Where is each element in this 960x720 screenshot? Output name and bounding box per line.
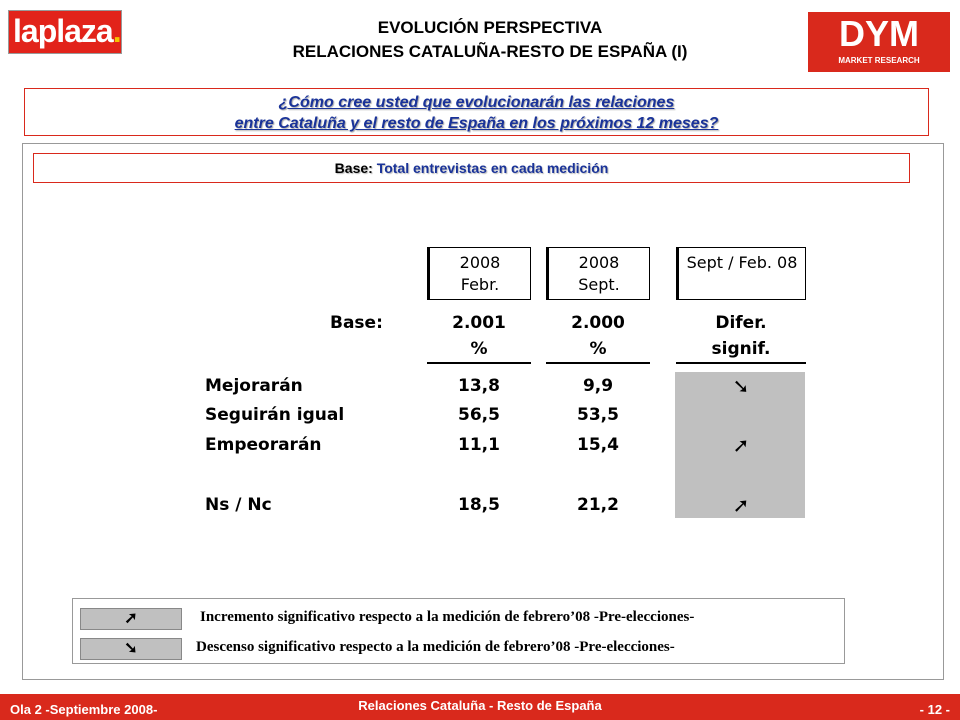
logo-left: laplaza. (8, 10, 122, 54)
question-line: entre Cataluña y el resto de España en l… (234, 115, 719, 132)
row-label: Mejorarán (205, 376, 303, 396)
base-label: Base: (334, 160, 373, 176)
logo-text: plaza (37, 13, 114, 49)
column-header: 2008 Febr. (427, 247, 531, 300)
footer: Ola 2 -Septiembre 2008- Relaciones Catal… (0, 694, 960, 720)
content-box (22, 143, 944, 680)
cell: 18,5 (458, 495, 500, 515)
cell: 13,8 (458, 376, 500, 396)
cell: Difer. (715, 313, 767, 333)
column-header-text: 2008 (578, 253, 620, 272)
cell: % (427, 339, 531, 364)
footer-center: Relaciones Cataluña - Resto de España (358, 698, 602, 713)
footer-right: - 12 - (919, 702, 950, 717)
signif-arrow: ➚ (732, 433, 750, 457)
row-label: Seguirán igual (205, 405, 345, 425)
logo-right: DYM MARKET RESEARCH (808, 12, 950, 72)
column-header-text: 2008 (459, 253, 501, 272)
row-label: Base: (330, 313, 383, 333)
footer-left: Ola 2 -Septiembre 2008- (10, 702, 158, 717)
signif-arrow: ➚ (732, 493, 750, 517)
legend-box (72, 598, 845, 664)
row-label: Empeorarán (205, 435, 322, 455)
cell: signif. (676, 339, 806, 364)
column-header-text: Febr. (460, 275, 500, 294)
cell: 56,5 (458, 405, 500, 425)
column-header: 2008 Sept. (546, 247, 650, 300)
cell: 21,2 (577, 495, 619, 515)
cell: 2.001 (452, 313, 506, 333)
signif-arrow: ➘ (732, 374, 750, 398)
logo-dot: . (112, 13, 122, 49)
base-text: Total entrevistas en cada medición (376, 160, 609, 176)
column-header-text: Sept / Feb. 08 (686, 253, 798, 272)
logo-text: la (13, 13, 39, 49)
legend-text: Incremento significativo respecto a la m… (200, 609, 695, 625)
cell: 11,1 (458, 435, 500, 455)
base-box: Base: Total entrevistas en cada medición (33, 153, 910, 183)
signif-shading (675, 372, 805, 518)
cell: 9,9 (582, 376, 614, 396)
cell: % (546, 339, 650, 364)
title: EVOLUCIÓN PERSPECTIVA RELACIONES CATALUÑ… (230, 16, 750, 64)
logo-tagline: MARKET RESEARCH (838, 56, 920, 65)
cell: 15,4 (577, 435, 619, 455)
title-line: RELACIONES CATALUÑA-RESTO DE ESPAÑA (I) (292, 42, 688, 61)
question-line: ¿Cómo cree usted que evolucionarán las r… (278, 94, 675, 111)
logo-text: DYM (839, 13, 919, 54)
question-box: ¿Cómo cree usted que evolucionarán las r… (24, 88, 929, 136)
title-line: EVOLUCIÓN PERSPECTIVA (377, 18, 603, 37)
cell: 53,5 (577, 405, 619, 425)
row-label: Ns / Nc (205, 495, 272, 515)
legend-icon: ➚ (80, 608, 182, 630)
column-header: Sept / Feb. 08 (676, 247, 806, 300)
legend-text: Descenso significativo respecto a la med… (196, 639, 675, 655)
legend-icon: ➘ (80, 638, 182, 660)
column-header-text: Sept. (578, 275, 620, 294)
cell: 2.000 (571, 313, 625, 333)
